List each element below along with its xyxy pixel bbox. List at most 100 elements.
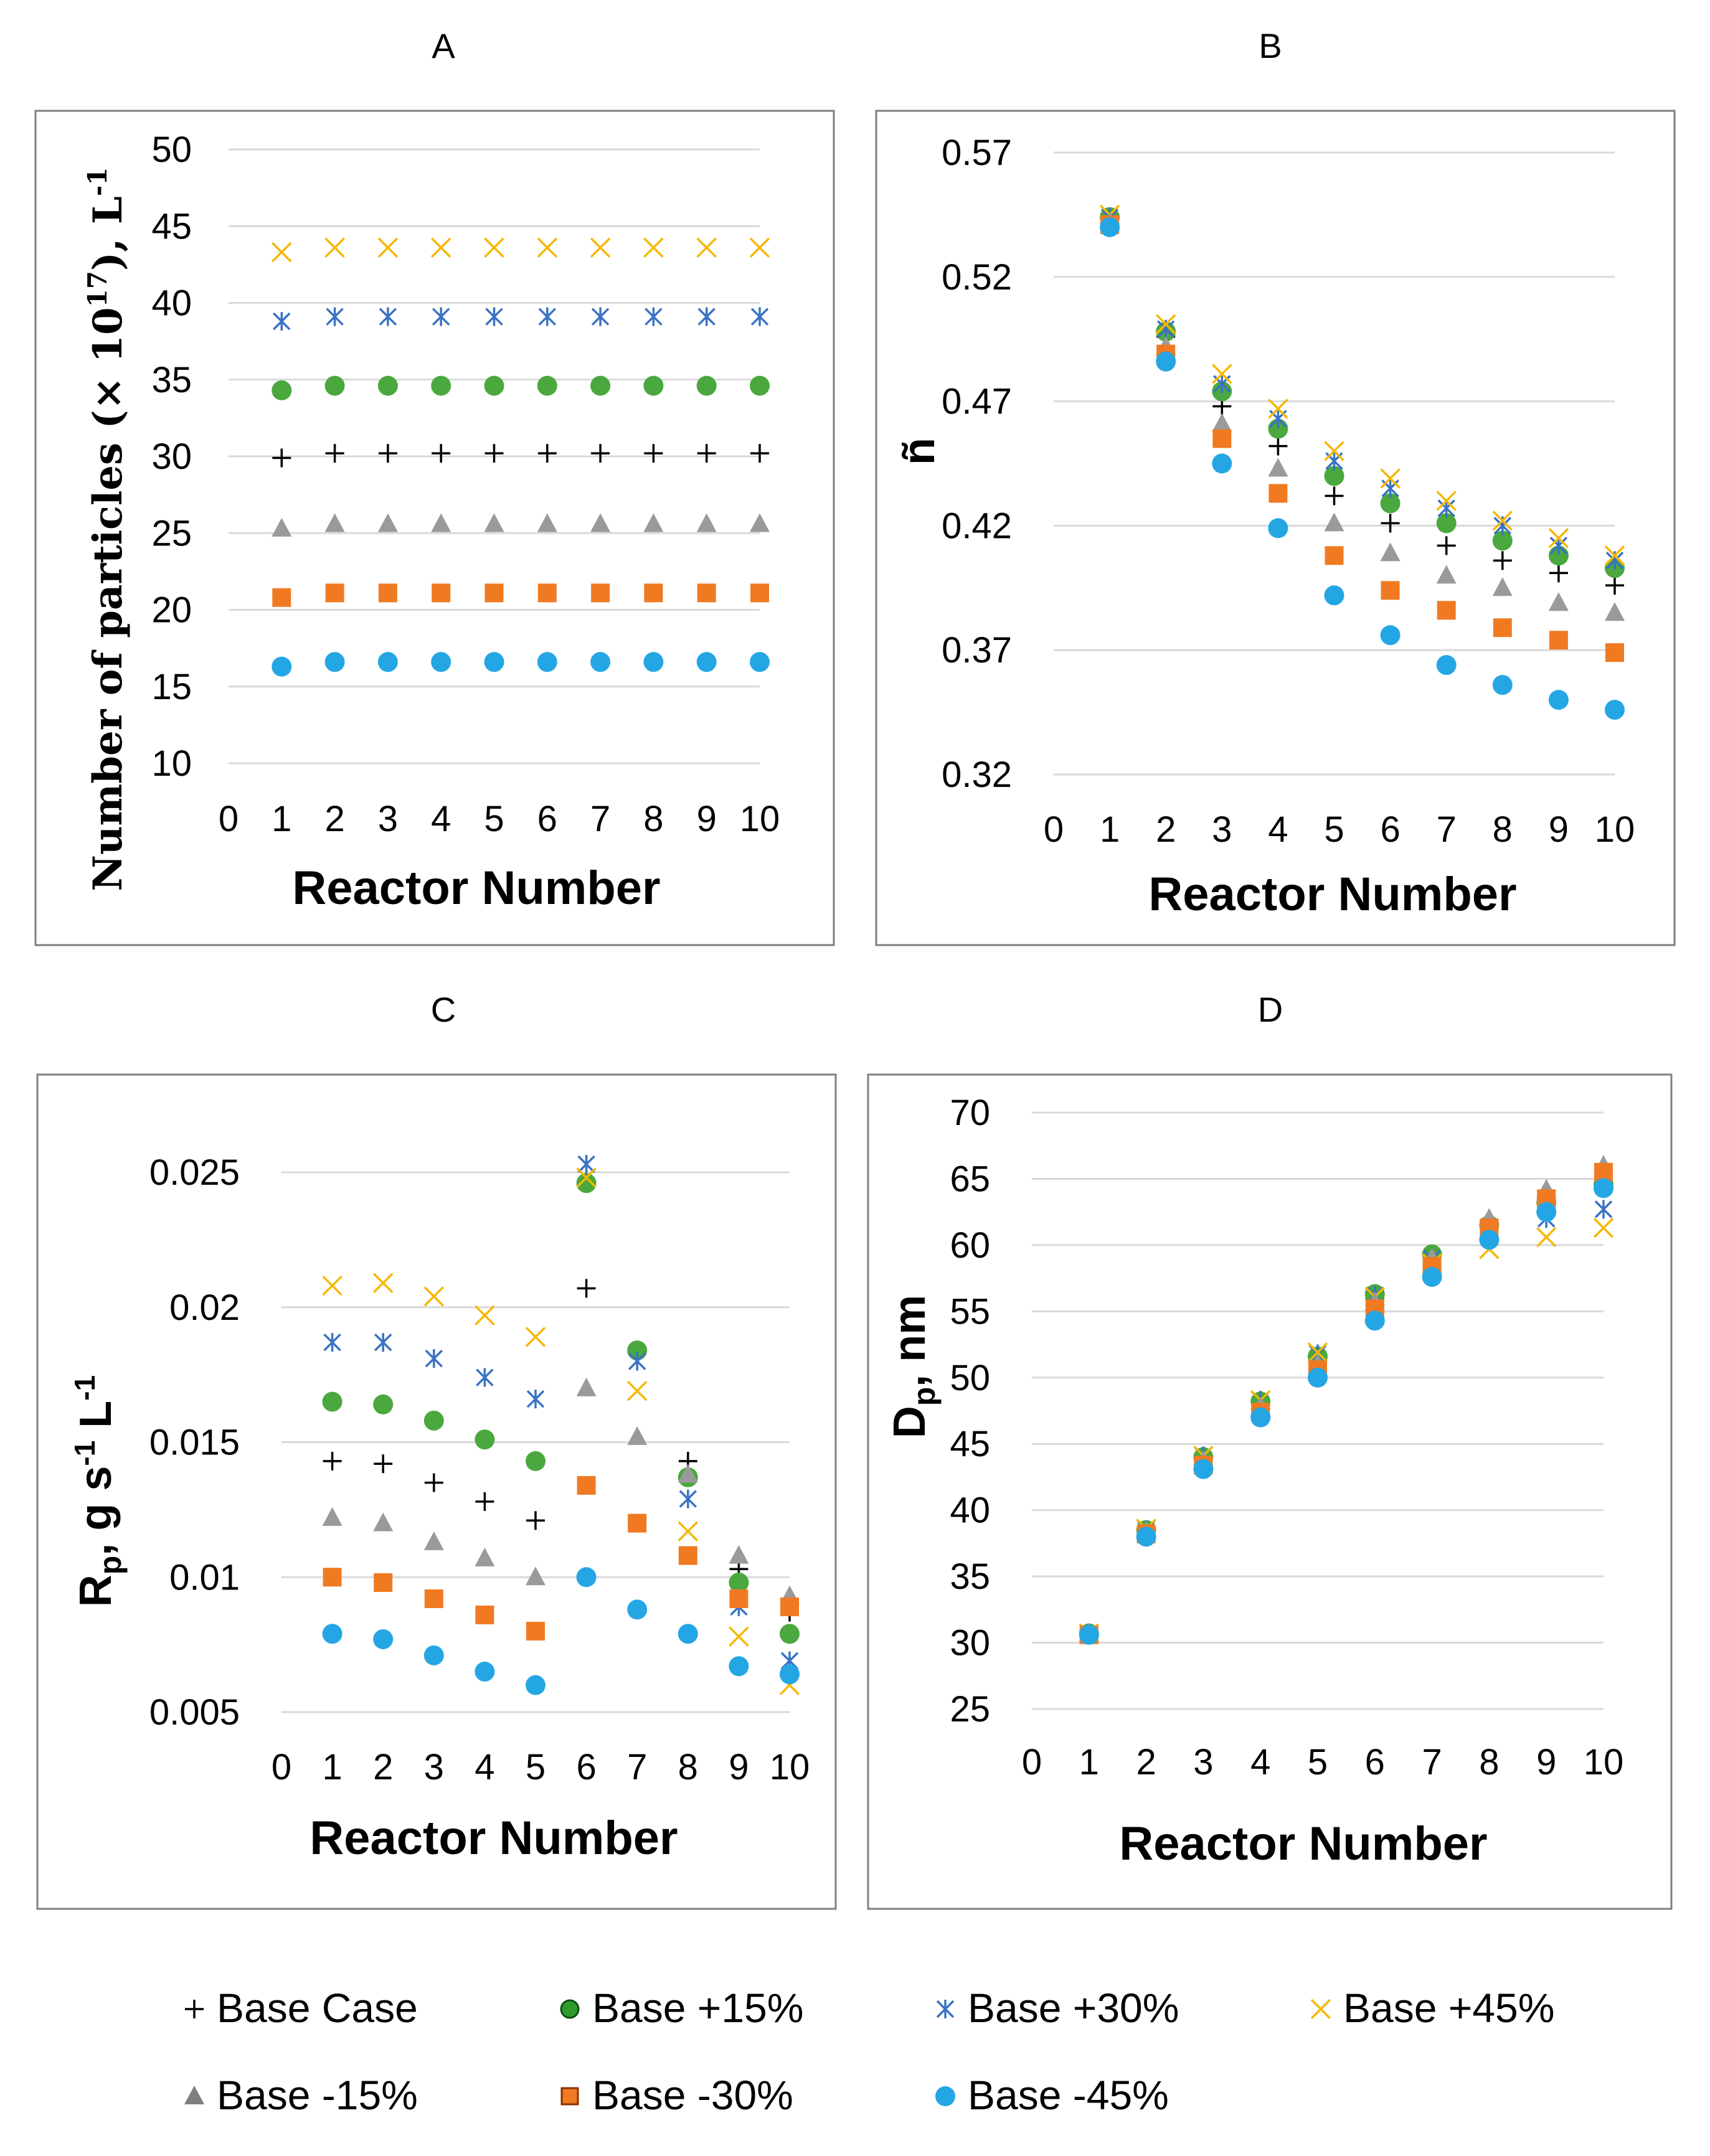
series-base-45- — [272, 237, 770, 263]
data-point — [423, 1286, 445, 1307]
series-base-30- — [273, 307, 769, 331]
series-base-30- — [272, 583, 769, 607]
panel-frame-d — [867, 1073, 1673, 1910]
data-point — [378, 583, 397, 603]
data-point — [424, 1473, 443, 1492]
data-point — [1325, 451, 1343, 471]
data-point — [729, 1626, 749, 1647]
data-point — [424, 1589, 443, 1608]
data-point — [373, 1629, 394, 1649]
y-label-c-tail: L — [71, 1401, 121, 1441]
data-point — [643, 513, 664, 532]
data-point — [372, 1273, 394, 1293]
data-point — [431, 375, 451, 396]
data-point — [526, 1675, 546, 1695]
y-tick-label: 40 — [151, 283, 192, 324]
x-tick-label: 0 — [1022, 1742, 1042, 1782]
data-point — [484, 375, 504, 396]
data-point — [324, 375, 345, 396]
data-point — [1269, 409, 1287, 428]
data-point — [591, 444, 610, 463]
data-point — [485, 307, 503, 326]
data-point — [627, 1426, 648, 1445]
x-tick-label: 4 — [1250, 1742, 1270, 1782]
data-point — [1605, 643, 1624, 662]
panel-title-d: D — [1258, 990, 1283, 1029]
data-point — [1380, 625, 1401, 646]
x-tick-label: 10 — [740, 799, 780, 839]
data-point — [1212, 364, 1232, 384]
data-point — [1381, 514, 1400, 533]
data-point — [1325, 546, 1344, 565]
data-point — [697, 307, 716, 326]
legend-marker-circle-icon — [560, 1999, 580, 2019]
data-point — [643, 237, 664, 258]
x-tick-label: 1 — [272, 799, 291, 839]
data-point — [379, 307, 397, 326]
legend-marker-x-icon — [1310, 1998, 1331, 2020]
y-axis-label-a: Number of particles (× 1017), L-1 — [82, 167, 131, 891]
data-point — [1492, 530, 1513, 551]
data-point — [326, 307, 344, 326]
y-tick-label: 10 — [151, 743, 192, 784]
data-point — [1079, 1624, 1099, 1645]
y-tick-label: 25 — [151, 513, 192, 553]
data-point — [1604, 545, 1625, 566]
series-base-45- — [322, 1567, 800, 1695]
legend-label: Base Case — [217, 1985, 418, 2031]
data-point — [1492, 511, 1513, 531]
data-point — [323, 1451, 342, 1471]
series-base-15- — [1100, 211, 1625, 621]
y-tick-label: 0.02 — [169, 1287, 240, 1328]
data-point — [1436, 565, 1457, 584]
y-axis-label-c: Rp, g s-1 L-1 — [68, 1375, 128, 1607]
x-tick-label: 6 — [1365, 1742, 1385, 1782]
legend-marker-circle-icon — [935, 2086, 955, 2106]
data-point — [525, 1327, 546, 1347]
x-tick-label: 3 — [424, 1747, 444, 1787]
x-tick-label: 10 — [1584, 1742, 1624, 1782]
x-tick-label: 1 — [322, 1747, 342, 1787]
legend-item-base-case: Base Case — [185, 1985, 418, 2031]
data-point — [537, 444, 557, 463]
data-point — [750, 652, 770, 672]
data-point — [423, 1531, 444, 1550]
y-tick-label: 35 — [151, 360, 192, 400]
data-point — [377, 513, 398, 532]
y-tick-label: 55 — [950, 1291, 990, 1332]
legend: Base Case Base +15% Base +30% Base +45% … — [184, 1985, 1554, 2118]
data-point — [323, 1333, 341, 1352]
data-point — [1479, 1230, 1500, 1250]
data-point — [576, 1567, 597, 1588]
data-point — [1493, 551, 1512, 570]
data-point — [1155, 314, 1176, 334]
data-point — [729, 1656, 749, 1677]
x-tick-label: 3 — [1212, 809, 1232, 850]
data-point — [678, 1464, 698, 1483]
data-point — [430, 237, 451, 258]
data-point — [1308, 1367, 1328, 1388]
y-tick-label: 0.52 — [942, 257, 1012, 298]
y-axis-label-b: ñ — [894, 438, 944, 465]
data-point — [1594, 1178, 1613, 1198]
data-point — [750, 375, 770, 396]
data-point — [537, 237, 558, 258]
data-point — [750, 444, 769, 463]
data-point — [272, 588, 291, 607]
legend-marker-shape — [184, 2086, 204, 2104]
y-label-c-sup2: -1 — [68, 1375, 101, 1401]
data-point — [374, 1454, 393, 1474]
data-point — [1268, 484, 1288, 503]
data-point — [526, 1566, 546, 1586]
series-base-15- — [1079, 1155, 1613, 1642]
y-tick-label: 15 — [151, 667, 192, 707]
legend-marker-star-icon — [936, 2000, 955, 2018]
data-point — [729, 1572, 749, 1593]
data-point — [425, 1349, 443, 1368]
data-point — [1136, 1527, 1156, 1547]
data-point — [1324, 466, 1344, 486]
data-point — [537, 375, 557, 396]
x-axis-label-a: Reactor Number — [292, 862, 660, 915]
data-point — [1156, 351, 1176, 372]
